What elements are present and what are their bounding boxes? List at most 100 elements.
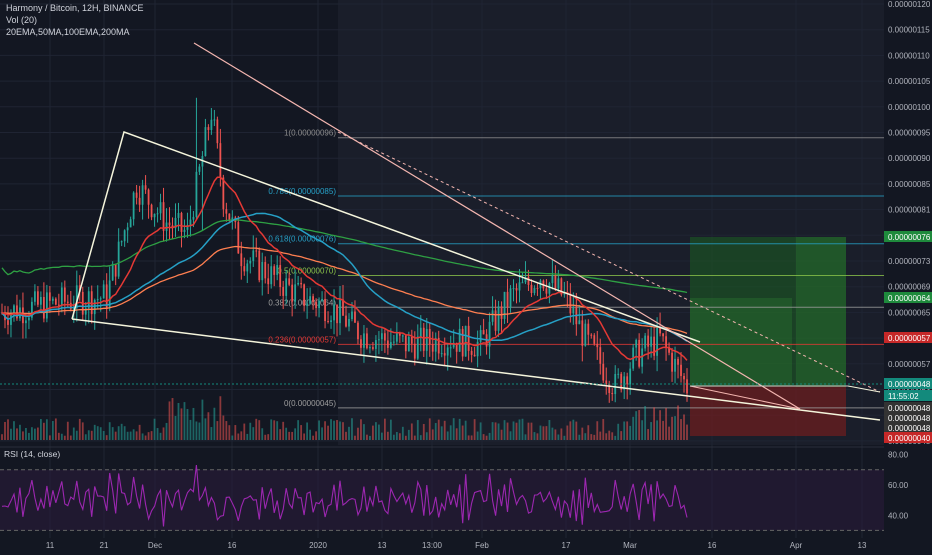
volume-bar [69,435,72,440]
volume-bar [563,435,566,440]
volume-bar [111,427,114,440]
time-tick-label: Apr [790,541,803,550]
candle-body [560,278,563,295]
volume-bar [527,422,530,440]
candle-body [369,347,371,349]
volume-bar [165,422,168,440]
candle-body [398,333,401,336]
fib-label: 0.236(0.00000057) [268,335,336,344]
price-badge [884,332,932,343]
volume-bar [425,432,428,440]
volume-bar [318,420,320,440]
candle-body [252,250,255,261]
volume-bar [434,423,437,440]
volume-bar [536,433,539,440]
volume-bar [557,434,560,440]
volume-bar [25,427,27,440]
volume-bar [395,432,398,440]
candle-body [659,327,661,334]
price-badge-label: 11:55:02 [888,392,919,401]
price-badge [884,422,932,433]
fib-label: 1(0.00000096) [284,129,336,138]
candle-body [276,265,279,275]
price-badge [884,402,932,413]
candle-body [602,363,605,381]
projection-line [689,385,801,410]
candle-body [653,336,656,356]
candle-body [354,311,356,323]
volume-bar [19,424,21,440]
candle-body [378,339,380,341]
volume-bar [255,418,258,440]
candle-body [372,347,374,349]
volume-bar [198,422,201,440]
price-tick-label: 0.00000120 [888,0,931,9]
volume-bar [354,435,356,440]
candle-body [153,213,156,218]
candle-body [641,348,644,367]
candle-body [623,376,626,390]
candle-body [72,307,75,310]
candle-body [674,358,676,372]
volume-bar [99,427,102,440]
volume-bar [141,433,144,440]
candle-body [246,263,249,272]
fib-label: 0(0.00000045) [284,399,336,408]
volume-bar [647,429,650,440]
volume-bar [204,418,207,440]
candle-body [156,213,159,215]
candle-body [605,380,608,385]
candle-body [132,192,135,220]
candle-body [336,304,338,324]
volume-bar [57,432,60,440]
volume-bars [1,396,688,440]
volume-bar [1,434,3,440]
volume-bar [54,418,57,440]
volume-bar [413,435,416,440]
price-tick-label: 0.00000065 [888,308,931,317]
volume-bar [683,414,685,440]
volume-bar [96,426,99,440]
candle-body [458,328,461,352]
candle-body [288,278,291,285]
volume-bar [273,420,276,440]
candle-body [569,293,572,314]
volume-bar [554,429,557,440]
profit-zone-tier2 [744,298,792,386]
price-badge [884,378,932,389]
volume-bar [315,431,317,440]
time-tick-label: 11 [46,541,55,550]
volume-bar [156,428,159,440]
candle-body [440,353,443,355]
volume-bar [422,423,425,440]
candle-body [16,305,18,319]
candle-body [416,336,419,359]
candle-body [180,212,183,232]
candle-body [464,325,467,357]
time-tick-label: 17 [562,541,571,550]
candle-body [342,299,344,316]
volume-bar [42,422,45,440]
volume-bar [668,426,670,440]
volume-bar [150,431,153,440]
candle-body [680,364,682,376]
candle-body [635,339,638,348]
price-badge-label: 0.00000048 [888,414,931,423]
falling-wedge-lower [71,318,881,421]
volume-bar [644,406,647,440]
time-tick-label: 16 [228,541,237,550]
candle-body [222,177,225,210]
candle-body [96,299,99,301]
volume-bar [90,430,93,440]
volume-bar [509,431,512,440]
volume-bar [123,426,126,440]
candle-body [533,287,536,293]
volume-bar [375,422,377,440]
volume-bar [159,432,162,440]
volume-bar [192,407,195,440]
candle-body [512,288,515,290]
candle-body [189,219,192,226]
volume-bar [252,427,255,440]
